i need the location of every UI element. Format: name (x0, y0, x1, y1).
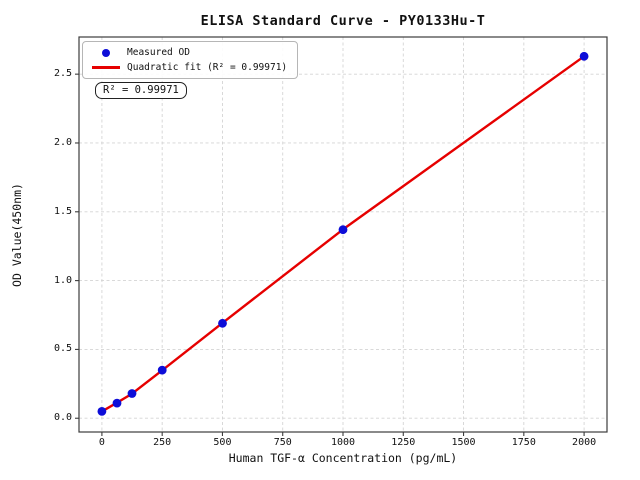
legend: Measured OD Quadratic fit (R² = 0.99971) (82, 41, 299, 79)
legend-entry-quadratic-fit: Quadratic fit (R² = 0.99971) (89, 61, 287, 74)
y-tick-label: 1.5 (53, 205, 72, 217)
x-tick-label: 750 (273, 437, 292, 448)
legend-label-quadratic-fit: Quadratic fit (R² = 0.99971) (127, 62, 288, 73)
data-point (579, 51, 589, 61)
measured-od-dot-marker-icon (102, 48, 110, 57)
x-tick-label: 1750 (511, 437, 536, 448)
x-axis-label: Human TGF-α Concentration (pg/mL) (228, 451, 458, 465)
y-tick-label: 0.5 (53, 343, 72, 355)
chart-title: ELISA Standard Curve - PY0133Hu-T (200, 13, 486, 29)
r-squared-annotation: R² = 0.99971 (95, 82, 187, 99)
data-point (338, 225, 348, 235)
data-point (157, 365, 167, 375)
data-point (112, 398, 122, 408)
x-tick-label: 1000 (330, 437, 356, 448)
data-point (218, 318, 227, 328)
data-point (127, 389, 137, 398)
x-tick-label: 0 (98, 437, 105, 448)
quadratic-fit-line-marker-icon (92, 66, 120, 69)
legend-entry-measured-od: Measured OD (89, 46, 287, 59)
x-tick-label: 2000 (572, 437, 597, 448)
y-tick-label: 2.0 (53, 136, 72, 148)
data-point (97, 407, 107, 416)
x-tick-label: 500 (213, 437, 232, 448)
y-tick-label: 0.0 (53, 412, 72, 424)
y-axis-label: OD Value(450nm) (10, 183, 24, 287)
x-tick-label: 250 (153, 437, 172, 448)
y-tick-label: 1.0 (53, 274, 72, 286)
x-tick-label: 1500 (451, 437, 476, 448)
y-tick-label: 2.5 (53, 68, 72, 80)
x-tick-label: 1250 (391, 437, 416, 448)
legend-label-measured-od: Measured OD (127, 47, 190, 58)
